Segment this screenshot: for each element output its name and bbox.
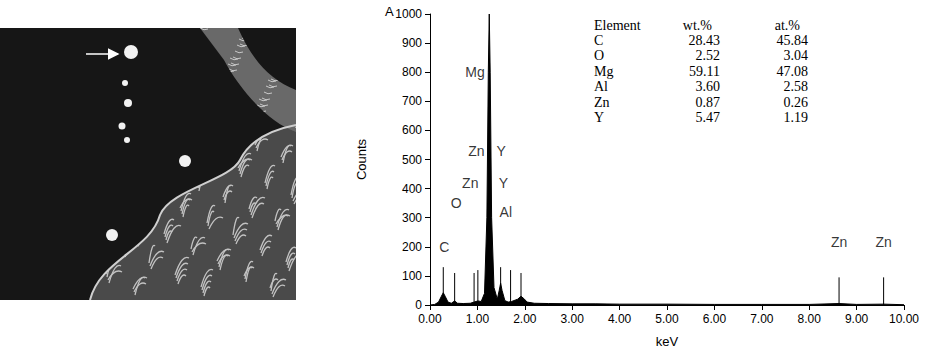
- svg-text:3.60: 3.60: [696, 79, 721, 94]
- svg-text:wt.%: wt.%: [683, 18, 713, 33]
- svg-text:O: O: [451, 195, 462, 211]
- svg-text:A: A: [385, 4, 394, 19]
- svg-text:keV: keV: [656, 334, 679, 349]
- svg-text:200: 200: [402, 240, 422, 254]
- svg-text:Counts: Counts: [354, 138, 369, 180]
- svg-text:100: 100: [402, 269, 422, 283]
- svg-text:28.43: 28.43: [689, 33, 721, 48]
- svg-text:500: 500: [402, 153, 422, 167]
- svg-text:Al: Al: [500, 204, 512, 220]
- svg-text:7.00: 7.00: [750, 312, 774, 326]
- svg-text:Y: Y: [496, 143, 506, 159]
- svg-text:400: 400: [402, 182, 422, 196]
- svg-text:0.00: 0.00: [418, 312, 442, 326]
- svg-text:45.84: 45.84: [777, 33, 809, 48]
- svg-text:at.%: at.%: [775, 18, 801, 33]
- svg-text:O: O: [594, 48, 604, 63]
- svg-text:47.08: 47.08: [777, 64, 809, 79]
- svg-text:C: C: [439, 239, 449, 255]
- svg-text:0: 0: [415, 298, 422, 312]
- svg-text:Zn: Zn: [594, 95, 610, 110]
- svg-text:1.19: 1.19: [784, 110, 809, 125]
- svg-text:1.00: 1.00: [466, 312, 490, 326]
- svg-text:C: C: [594, 33, 603, 48]
- svg-text:2.52: 2.52: [696, 48, 721, 63]
- svg-text:0.26: 0.26: [784, 95, 809, 110]
- svg-text:Mg: Mg: [465, 64, 484, 80]
- svg-text:0.87: 0.87: [696, 95, 721, 110]
- svg-text:59.11: 59.11: [689, 64, 720, 79]
- svg-text:4.00: 4.00: [608, 312, 632, 326]
- svg-text:Element: Element: [594, 18, 641, 33]
- svg-text:Al: Al: [594, 79, 608, 94]
- svg-text:3.00: 3.00: [561, 312, 585, 326]
- svg-text:2.58: 2.58: [784, 79, 809, 94]
- svg-text:Y: Y: [594, 110, 604, 125]
- svg-text:Y: Y: [499, 175, 509, 191]
- svg-text:Zn: Zn: [831, 234, 847, 250]
- svg-text:8.00: 8.00: [798, 312, 822, 326]
- svg-text:700: 700: [402, 94, 422, 108]
- svg-text:800: 800: [402, 65, 422, 79]
- svg-text:3.04: 3.04: [784, 48, 809, 63]
- svg-text:5.00: 5.00: [655, 312, 679, 326]
- svg-text:600: 600: [402, 123, 422, 137]
- svg-text:6.00: 6.00: [703, 312, 727, 326]
- svg-text:2.00: 2.00: [513, 312, 537, 326]
- svg-text:300: 300: [402, 211, 422, 225]
- svg-text:10.00: 10.00: [889, 312, 919, 326]
- svg-text:1000: 1000: [395, 7, 422, 21]
- svg-text:900: 900: [402, 36, 422, 50]
- svg-text:5.47: 5.47: [696, 110, 721, 125]
- svg-text:Zn: Zn: [875, 234, 891, 250]
- svg-text:Zn: Zn: [462, 175, 478, 191]
- svg-text:Zn: Zn: [468, 143, 484, 159]
- svg-text:9.00: 9.00: [845, 312, 869, 326]
- svg-text:Mg: Mg: [594, 64, 613, 79]
